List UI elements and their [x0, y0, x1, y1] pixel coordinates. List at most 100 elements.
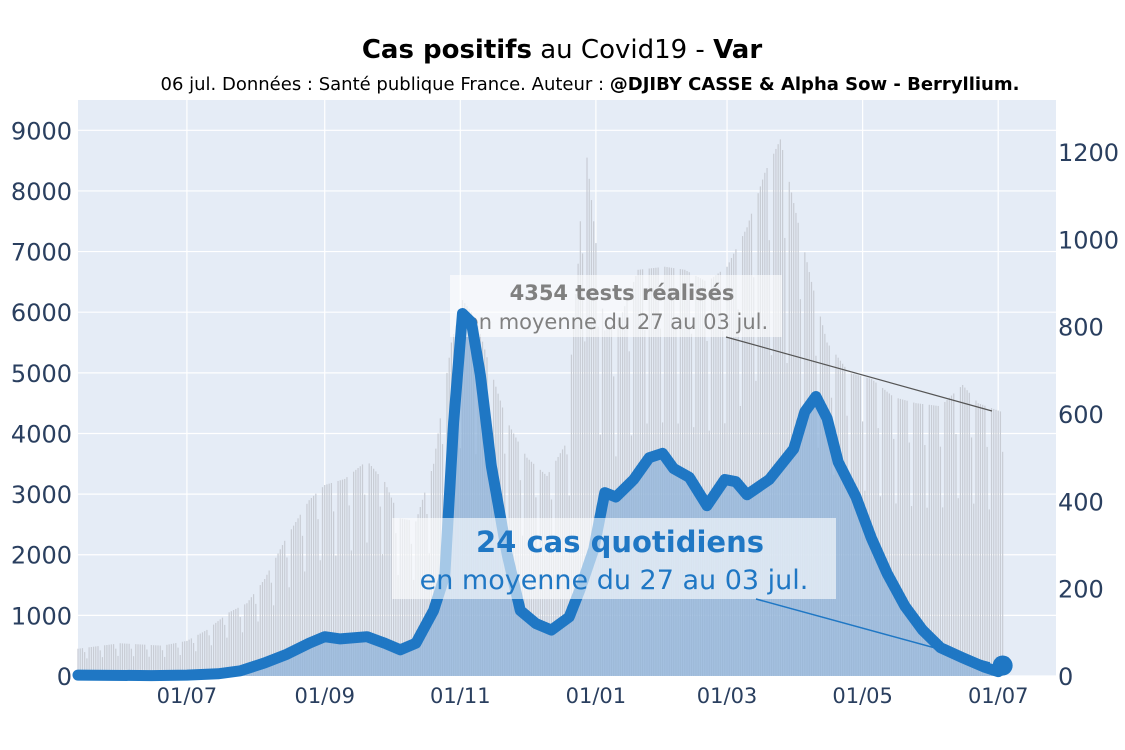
test-bar	[210, 645, 212, 676]
test-bar	[948, 397, 950, 676]
test-bar	[317, 519, 319, 676]
test-bar	[773, 153, 775, 676]
test-bar	[964, 387, 966, 676]
test-bar	[172, 643, 175, 676]
test-bar	[908, 442, 910, 676]
test-bar	[124, 643, 126, 676]
test-bar	[366, 542, 368, 676]
test-bar	[141, 644, 144, 676]
y-right-tick-label: 800	[1058, 314, 1104, 342]
test-bar	[915, 403, 917, 676]
y-axis-left: 0 1000 2000 3000 4000 5000 6000 7000 8000 9000	[11, 117, 72, 691]
test-bar	[199, 633, 201, 676]
cases-annotation-arrow	[755, 598, 991, 664]
test-bar	[181, 641, 184, 676]
test-bar	[126, 643, 128, 676]
test-bar	[148, 656, 150, 676]
tests-annotation-arrow	[725, 336, 993, 412]
test-bar	[910, 506, 913, 676]
test-bar	[279, 549, 281, 676]
test-bar	[586, 157, 588, 677]
test-bar	[1002, 451, 1004, 676]
test-bar	[250, 597, 252, 676]
test-bar	[381, 554, 384, 676]
test-bar	[326, 484, 328, 676]
test-bar	[177, 647, 179, 676]
test-bar	[270, 582, 272, 676]
test-bar	[395, 533, 397, 676]
test-bar	[128, 643, 130, 676]
test-bar	[993, 408, 995, 676]
test-bar	[588, 178, 590, 677]
test-bar	[581, 253, 584, 676]
test-bar	[935, 405, 937, 676]
title-region: Var	[713, 35, 762, 65]
title-bold: Cas positifs	[362, 35, 532, 65]
test-bar	[139, 644, 141, 676]
test-bar	[339, 480, 341, 676]
test-bar	[341, 479, 344, 676]
x-tick-label: 01/11	[430, 684, 491, 708]
test-bar	[390, 497, 393, 676]
test-bar	[266, 574, 268, 676]
y-left-tick-label: 7000	[11, 239, 72, 267]
x-tick-label: 01/07	[157, 684, 218, 708]
test-bar	[377, 474, 379, 676]
test-bar	[928, 404, 930, 676]
test-bar	[924, 445, 926, 676]
test-bar	[397, 575, 399, 676]
test-bar	[946, 399, 948, 676]
test-bar	[701, 279, 704, 676]
test-bar	[710, 278, 713, 676]
test-bar	[95, 646, 97, 676]
cases-annotation-subtitle: en moyenne du 27 au 03 jul.	[420, 565, 809, 596]
test-bar	[726, 266, 728, 676]
test-bar	[962, 384, 964, 676]
test-bar	[357, 468, 359, 676]
y-left-tick-label: 8000	[11, 178, 72, 206]
chart-title: Cas positifs au Covid19 - Var	[362, 35, 763, 65]
test-bar	[890, 395, 893, 676]
test-bar	[257, 621, 259, 676]
test-bar	[944, 401, 946, 676]
tests-annotation-title: 4354 tests réalisés	[510, 281, 735, 305]
test-bar	[350, 550, 352, 676]
test-bar	[888, 393, 890, 676]
test-bar	[319, 560, 321, 676]
test-bar	[884, 389, 886, 676]
test-bar	[313, 495, 315, 676]
test-bar	[190, 638, 192, 676]
test-bar	[112, 644, 115, 676]
test-bar	[359, 466, 361, 676]
test-bar	[990, 408, 993, 676]
test-bar	[261, 582, 264, 676]
test-bar	[410, 543, 413, 676]
test-bar	[368, 463, 370, 676]
test-bar	[388, 492, 390, 676]
test-bar	[766, 167, 768, 676]
test-bar	[99, 650, 101, 676]
test-bar	[115, 648, 117, 676]
test-bar	[221, 617, 224, 676]
test-bar	[155, 645, 157, 676]
test-bar	[753, 277, 755, 676]
test-bar	[84, 652, 86, 676]
test-bar	[230, 611, 232, 676]
test-bar	[286, 557, 288, 676]
test-bar	[757, 193, 759, 676]
test-bar	[108, 644, 110, 676]
test-bar	[713, 276, 715, 676]
test-bar	[893, 438, 895, 676]
test-bar	[284, 540, 286, 676]
test-bar	[212, 624, 215, 676]
test-bar	[353, 471, 355, 676]
test-bar	[239, 617, 241, 676]
test-bar	[159, 645, 161, 676]
test-bar	[595, 243, 597, 677]
test-bar	[166, 644, 168, 676]
test-bar	[188, 639, 190, 676]
subtitle-plain: 06 jul. Données : Santé publique France.…	[161, 74, 610, 95]
test-bar	[942, 507, 944, 676]
test-bar	[235, 608, 237, 676]
test-bar	[268, 570, 270, 676]
